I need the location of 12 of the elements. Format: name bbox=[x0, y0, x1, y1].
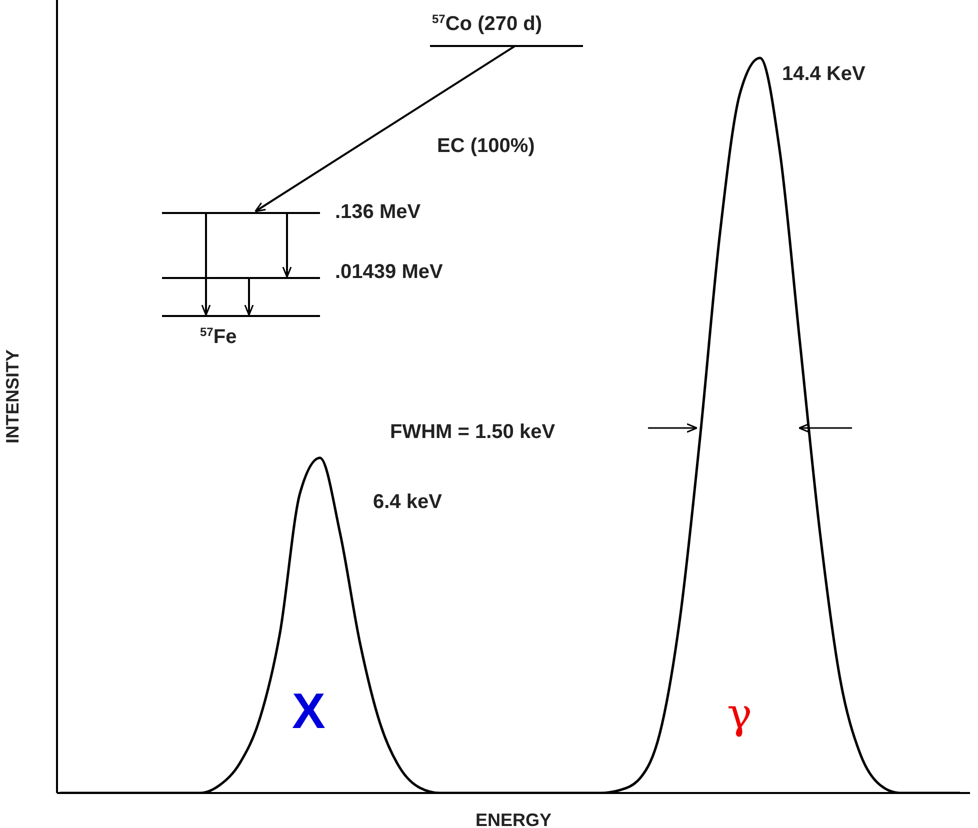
annotation: .01439 MeV bbox=[335, 261, 444, 283]
annotation: $^{57}$Fe bbox=[200, 325, 237, 348]
annotation: FWHM = 1.50 keV bbox=[390, 421, 556, 443]
annotation: γ bbox=[727, 689, 752, 738]
annotation: .136 MeV bbox=[335, 201, 422, 223]
annotation: 6.4 keV bbox=[373, 491, 443, 513]
text: $^{57}$Co (270 d) bbox=[432, 12, 542, 35]
annotation: 14.4 KeV bbox=[782, 63, 866, 85]
x-axis-title: ENERGY bbox=[475, 810, 552, 828]
annotation: X bbox=[292, 683, 326, 739]
y-axis-title: INTENSITY bbox=[2, 349, 22, 444]
annotation: EC (100%) bbox=[437, 135, 535, 157]
